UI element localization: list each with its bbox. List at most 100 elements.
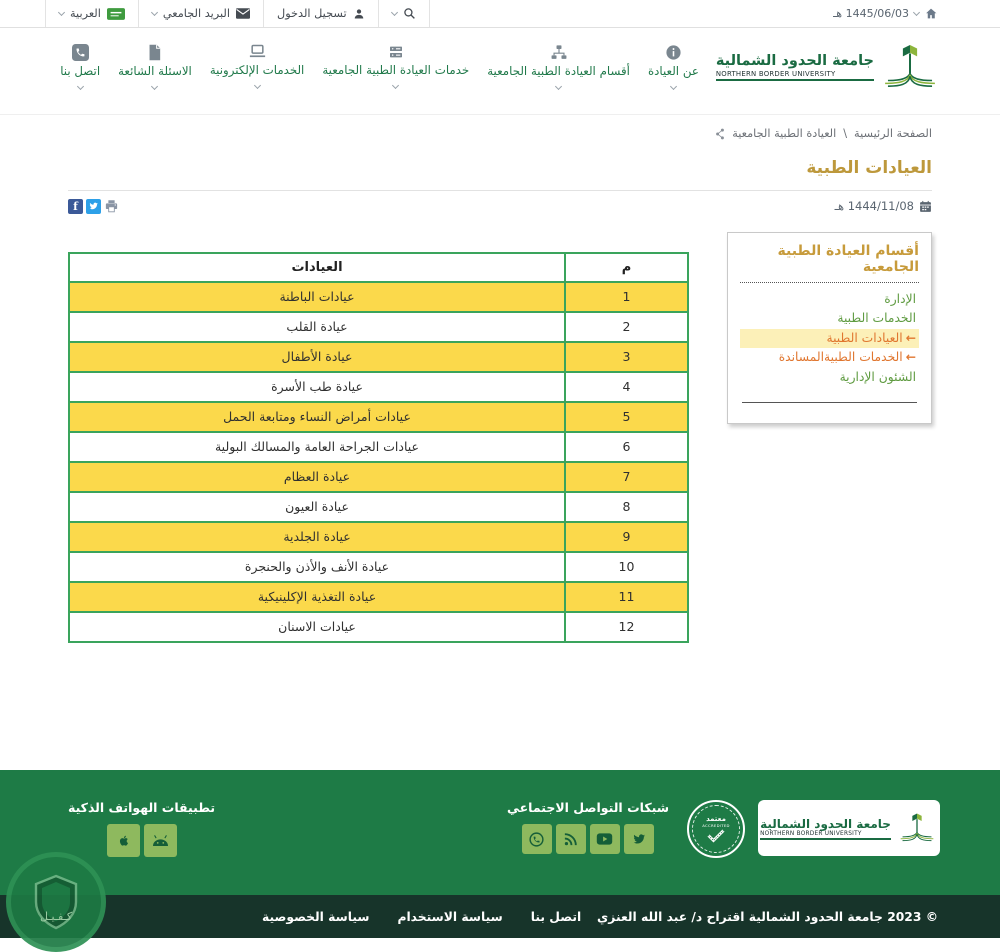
university-emblem-icon <box>885 44 935 87</box>
table-row: 11 عيادة التغذية الإكلينيكية <box>68 580 689 613</box>
nav-item-faq[interactable]: الاسئلة الشائعة <box>109 34 201 91</box>
logo-name-english: NORTHERN BORDER UNIVERSITY <box>715 70 874 81</box>
clinics-table: م العيادات 1 عيادات الباطنة 2 عيادة القلب … <box>68 251 689 643</box>
university-emblem-icon <box>900 813 934 842</box>
apple-app-button[interactable] <box>106 824 140 857</box>
chevron-down-icon <box>57 8 66 16</box>
table-row: 7 عيادة العظام <box>68 460 689 493</box>
print-button[interactable] <box>104 199 119 214</box>
home-icon[interactable] <box>924 7 938 20</box>
page-date-text: 1444/11/08 هـ <box>834 199 914 214</box>
sidebar-divider <box>742 402 917 404</box>
meta-row: 1444/11/08 هـ f <box>68 189 932 214</box>
search-button[interactable] <box>377 0 430 27</box>
table-row: 6 عيادات الجراحة العامة والمسالك البولية <box>68 430 689 463</box>
social-section: شبكات التواصل الاجتماعي <box>507 800 669 854</box>
sidebar-item-administration[interactable]: الإدارة <box>884 291 916 306</box>
university-mail-dropdown[interactable]: البريد الجامعي <box>137 0 263 27</box>
sidebar-departments: أقسام العيادة الطبية الجامعية الإدارة ال… <box>727 231 932 425</box>
chevron-down-icon <box>392 81 400 90</box>
app-buttons <box>106 824 177 857</box>
calendar-icon <box>920 200 931 212</box>
sitemap-icon <box>551 45 567 59</box>
nav-item-clinic-services[interactable]: خدمات العيادة الطبية الجامعية <box>313 34 478 90</box>
apps-section: تطبيقات الهواتف الذكية <box>68 800 215 857</box>
university-logo[interactable]: جامعة الحدود الشمالية NORTHERN BORDER UN… <box>715 34 942 96</box>
document-icon <box>150 44 161 61</box>
mail-icon <box>236 8 250 19</box>
usage-policy-link[interactable]: سياسة الاستخدام <box>397 909 503 924</box>
sidebar-item-admin-affairs[interactable]: الشئون الإدارية <box>839 369 916 384</box>
twitter-icon <box>89 202 98 210</box>
topbar-actions: تسجيل الدخول البريد الجامعي العربية <box>45 0 430 27</box>
table-row: 10 عيادة الأنف والأذن والحنجرة <box>68 550 689 583</box>
table-row: 4 عيادة طب الأسرة <box>68 370 689 403</box>
android-app-button[interactable] <box>143 824 177 857</box>
hijri-date-text: 1445/06/03 هـ <box>833 7 909 20</box>
bottom-links: اتصل بنا سياسة الاستخدام سياسة الخصوصية <box>262 910 581 924</box>
contact-us-link[interactable]: اتصل بنا <box>530 909 582 924</box>
share-icon <box>716 128 725 139</box>
page-title: العيادات الطبية <box>806 158 932 179</box>
table-header-row: م العيادات <box>68 251 689 283</box>
language-label: العربية <box>70 7 101 20</box>
main-area: أقسام العيادة الطبية الجامعية الإدارة ال… <box>0 214 1000 643</box>
twitter-button[interactable] <box>623 824 654 854</box>
search-icon <box>403 8 415 19</box>
language-dropdown[interactable]: العربية <box>45 0 138 27</box>
table-row: 3 عيادة الأطفال <box>68 340 689 373</box>
hijri-date-dropdown[interactable]: 1445/06/03 هـ <box>833 0 938 27</box>
nav-item-eservices[interactable]: الخدمات الإلكترونية <box>201 34 314 90</box>
kafeel-watermark: كـفـيـل <box>6 852 106 952</box>
sidebar-title: أقسام العيادة الطبية الجامعية <box>740 243 919 283</box>
footer-logo-name-english: NORTHERN BORDER UNIVERSITY <box>760 831 891 840</box>
whatsapp-button[interactable] <box>521 824 552 854</box>
facebook-share-button[interactable]: f <box>68 198 83 214</box>
column-header-num: م <box>564 251 689 283</box>
chevron-down-icon <box>253 81 261 90</box>
sidebar-list: الإدارة الخدمات الطبية ←العيادات الطبية … <box>740 290 919 388</box>
chevron-down-icon <box>669 82 677 91</box>
checkmark-icon <box>707 829 725 843</box>
nav-item-clinic-departments[interactable]: أقسام العيادة الطبية الجامعية <box>478 34 639 91</box>
facebook-icon: f <box>73 199 78 213</box>
chevron-down-icon <box>555 82 563 91</box>
printer-icon <box>105 200 118 212</box>
breadcrumb-home-link[interactable]: الصفحة الرئيسية <box>854 127 932 140</box>
logo-name-arabic: جامعة الحدود الشمالية <box>715 53 874 69</box>
youtube-button[interactable] <box>589 824 620 854</box>
main-nav: عن العيادة أقسام العيادة الطبية الجامعية… <box>51 34 708 91</box>
page-date: 1444/11/08 هـ <box>835 199 932 213</box>
content: الصفحة الرئيسية \ العيادة الطبية الجامعي… <box>0 115 1000 770</box>
info-icon <box>666 45 681 60</box>
footer: جامعة الحدود الشمالية NORTHERN BORDER UN… <box>0 770 1000 895</box>
chevron-down-icon <box>150 8 158 16</box>
phone-icon <box>71 44 89 61</box>
sidebar-item-support-medical-services[interactable]: ←الخدمات الطبيةالمساندة <box>778 350 916 365</box>
nav-item-about-clinic[interactable]: عن العيادة <box>639 34 708 91</box>
social-buttons <box>521 824 654 854</box>
nav-item-contact[interactable]: اتصل بنا <box>51 34 109 91</box>
android-icon <box>152 835 168 847</box>
twitter-share-button[interactable] <box>86 198 101 214</box>
sidebar-item-medical-services[interactable]: الخدمات الطبية <box>837 311 916 326</box>
sidebar-item-medical-clinics[interactable]: ←العيادات الطبية <box>740 328 919 349</box>
footer-logo-text: جامعة الحدود الشمالية NORTHERN BORDER UN… <box>760 817 891 840</box>
breadcrumb-current-link[interactable]: العيادة الطبية الجامعية <box>732 127 837 140</box>
logo-text: جامعة الحدود الشمالية NORTHERN BORDER UN… <box>715 53 874 81</box>
rss-button[interactable] <box>555 824 586 854</box>
login-button[interactable]: تسجيل الدخول <box>263 0 378 27</box>
accreditation-badge[interactable]: معتمد ACCREDITED <box>687 800 745 858</box>
share-buttons: f <box>68 198 119 214</box>
table-row: 2 عيادة القلب <box>68 310 689 343</box>
privacy-policy-link[interactable]: سياسة الخصوصية <box>262 909 370 924</box>
arrow-left-icon: ← <box>905 330 916 345</box>
chevron-down-icon <box>76 82 84 91</box>
footer-university-logo[interactable]: جامعة الحدود الشمالية NORTHERN BORDER UN… <box>758 800 940 856</box>
whatsapp-icon <box>529 831 545 847</box>
breadcrumb-separator: \ <box>843 127 848 140</box>
topbar: 1445/06/03 هـ تسجيل الدخول البريد الجامع… <box>0 0 1000 28</box>
mail-label: البريد الجامعي <box>162 7 230 20</box>
bottom-bar: © 2023 جامعة الحدود الشمالية اقتراح د/ ع… <box>0 895 1000 938</box>
apps-title: تطبيقات الهواتف الذكية <box>68 800 216 815</box>
